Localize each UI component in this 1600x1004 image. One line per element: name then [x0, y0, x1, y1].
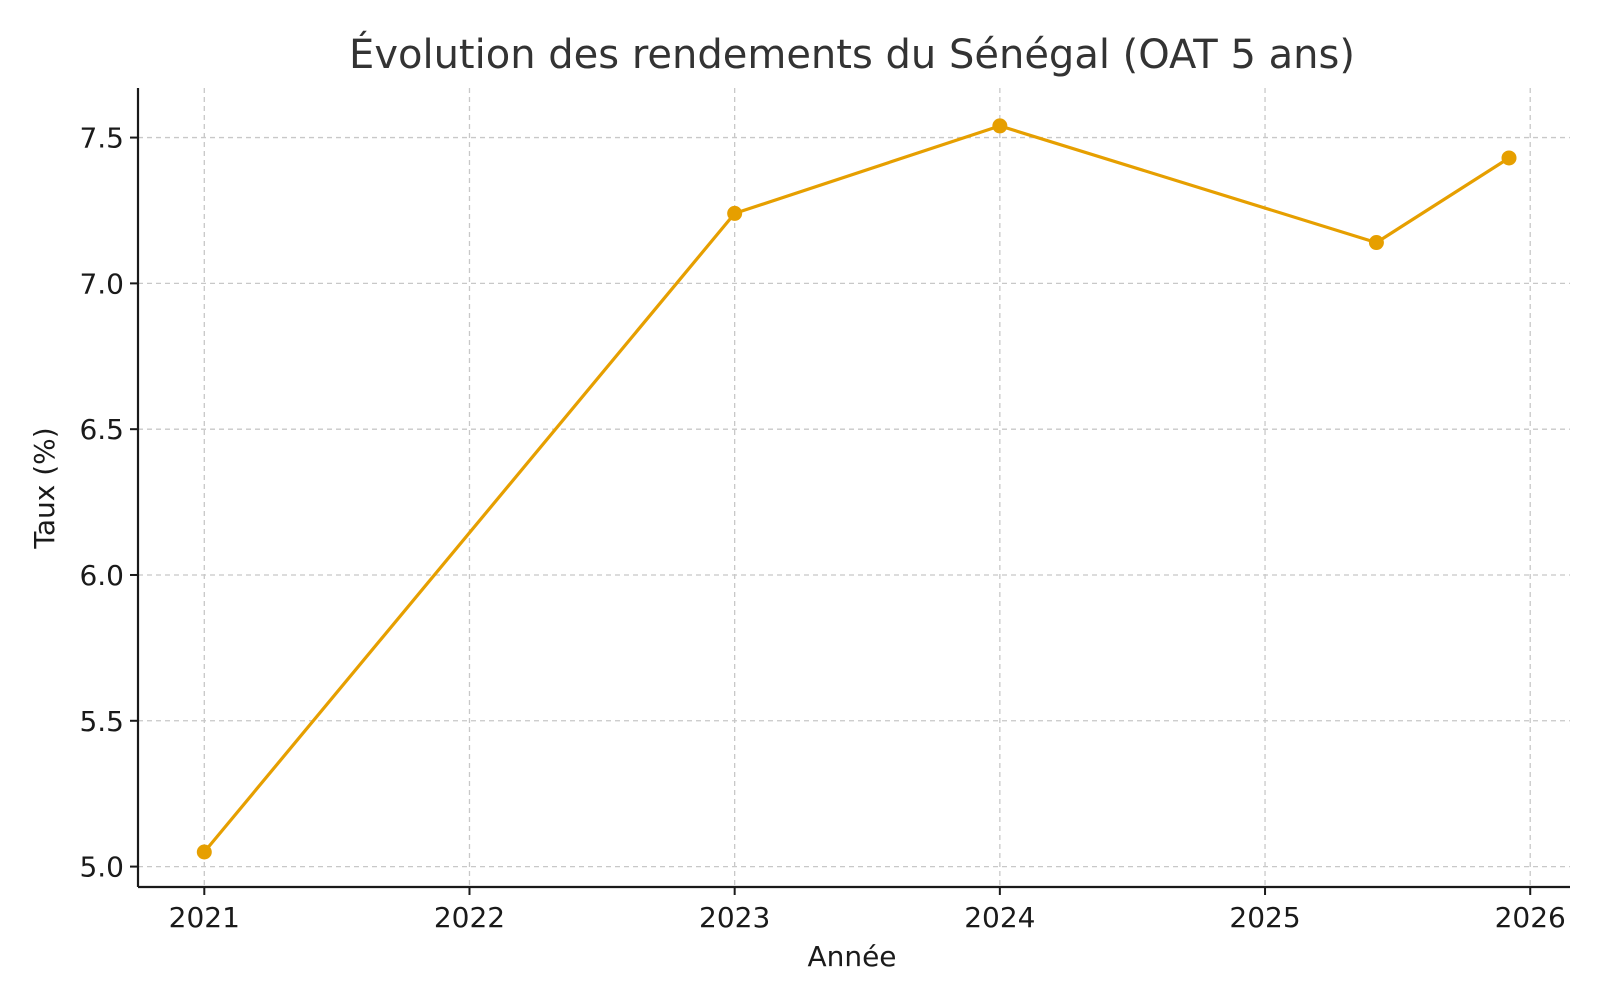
x-tick-label: 2021 — [169, 901, 240, 934]
y-tick-label: 5.5 — [79, 705, 124, 738]
x-axis-label: Année — [807, 940, 896, 973]
ticks: 2021 2022 2023 2024 2025 2026 5.0 5.5 6.0 6.5 7.0 7… — [79, 122, 1565, 934]
x-tick-label: 2024 — [964, 901, 1035, 934]
data-point[interactable] — [1501, 150, 1517, 166]
y-tick-label: 6.0 — [79, 559, 124, 592]
data-point[interactable] — [992, 118, 1008, 134]
series — [196, 118, 1517, 860]
y-tick-label: 7.0 — [79, 267, 124, 300]
x-tick-label: 2022 — [434, 901, 505, 934]
y-tick-label: 5.0 — [79, 851, 124, 884]
y-tick-label: 6.5 — [79, 413, 124, 446]
data-point[interactable] — [196, 844, 212, 860]
x-tick-label: 2025 — [1229, 901, 1300, 934]
chart-title: Évolution des rendements du Sénégal (OAT… — [349, 30, 1355, 78]
data-point[interactable] — [1368, 235, 1384, 251]
x-tick-label: 2023 — [699, 901, 770, 934]
x-tick-label: 2026 — [1495, 901, 1566, 934]
axes — [136, 88, 1570, 889]
y-axis-label: Taux (%) — [28, 427, 61, 549]
data-point[interactable] — [727, 205, 743, 221]
y-tick-label: 7.5 — [79, 122, 124, 155]
series-line — [202, 124, 1511, 854]
grid — [138, 88, 1570, 887]
